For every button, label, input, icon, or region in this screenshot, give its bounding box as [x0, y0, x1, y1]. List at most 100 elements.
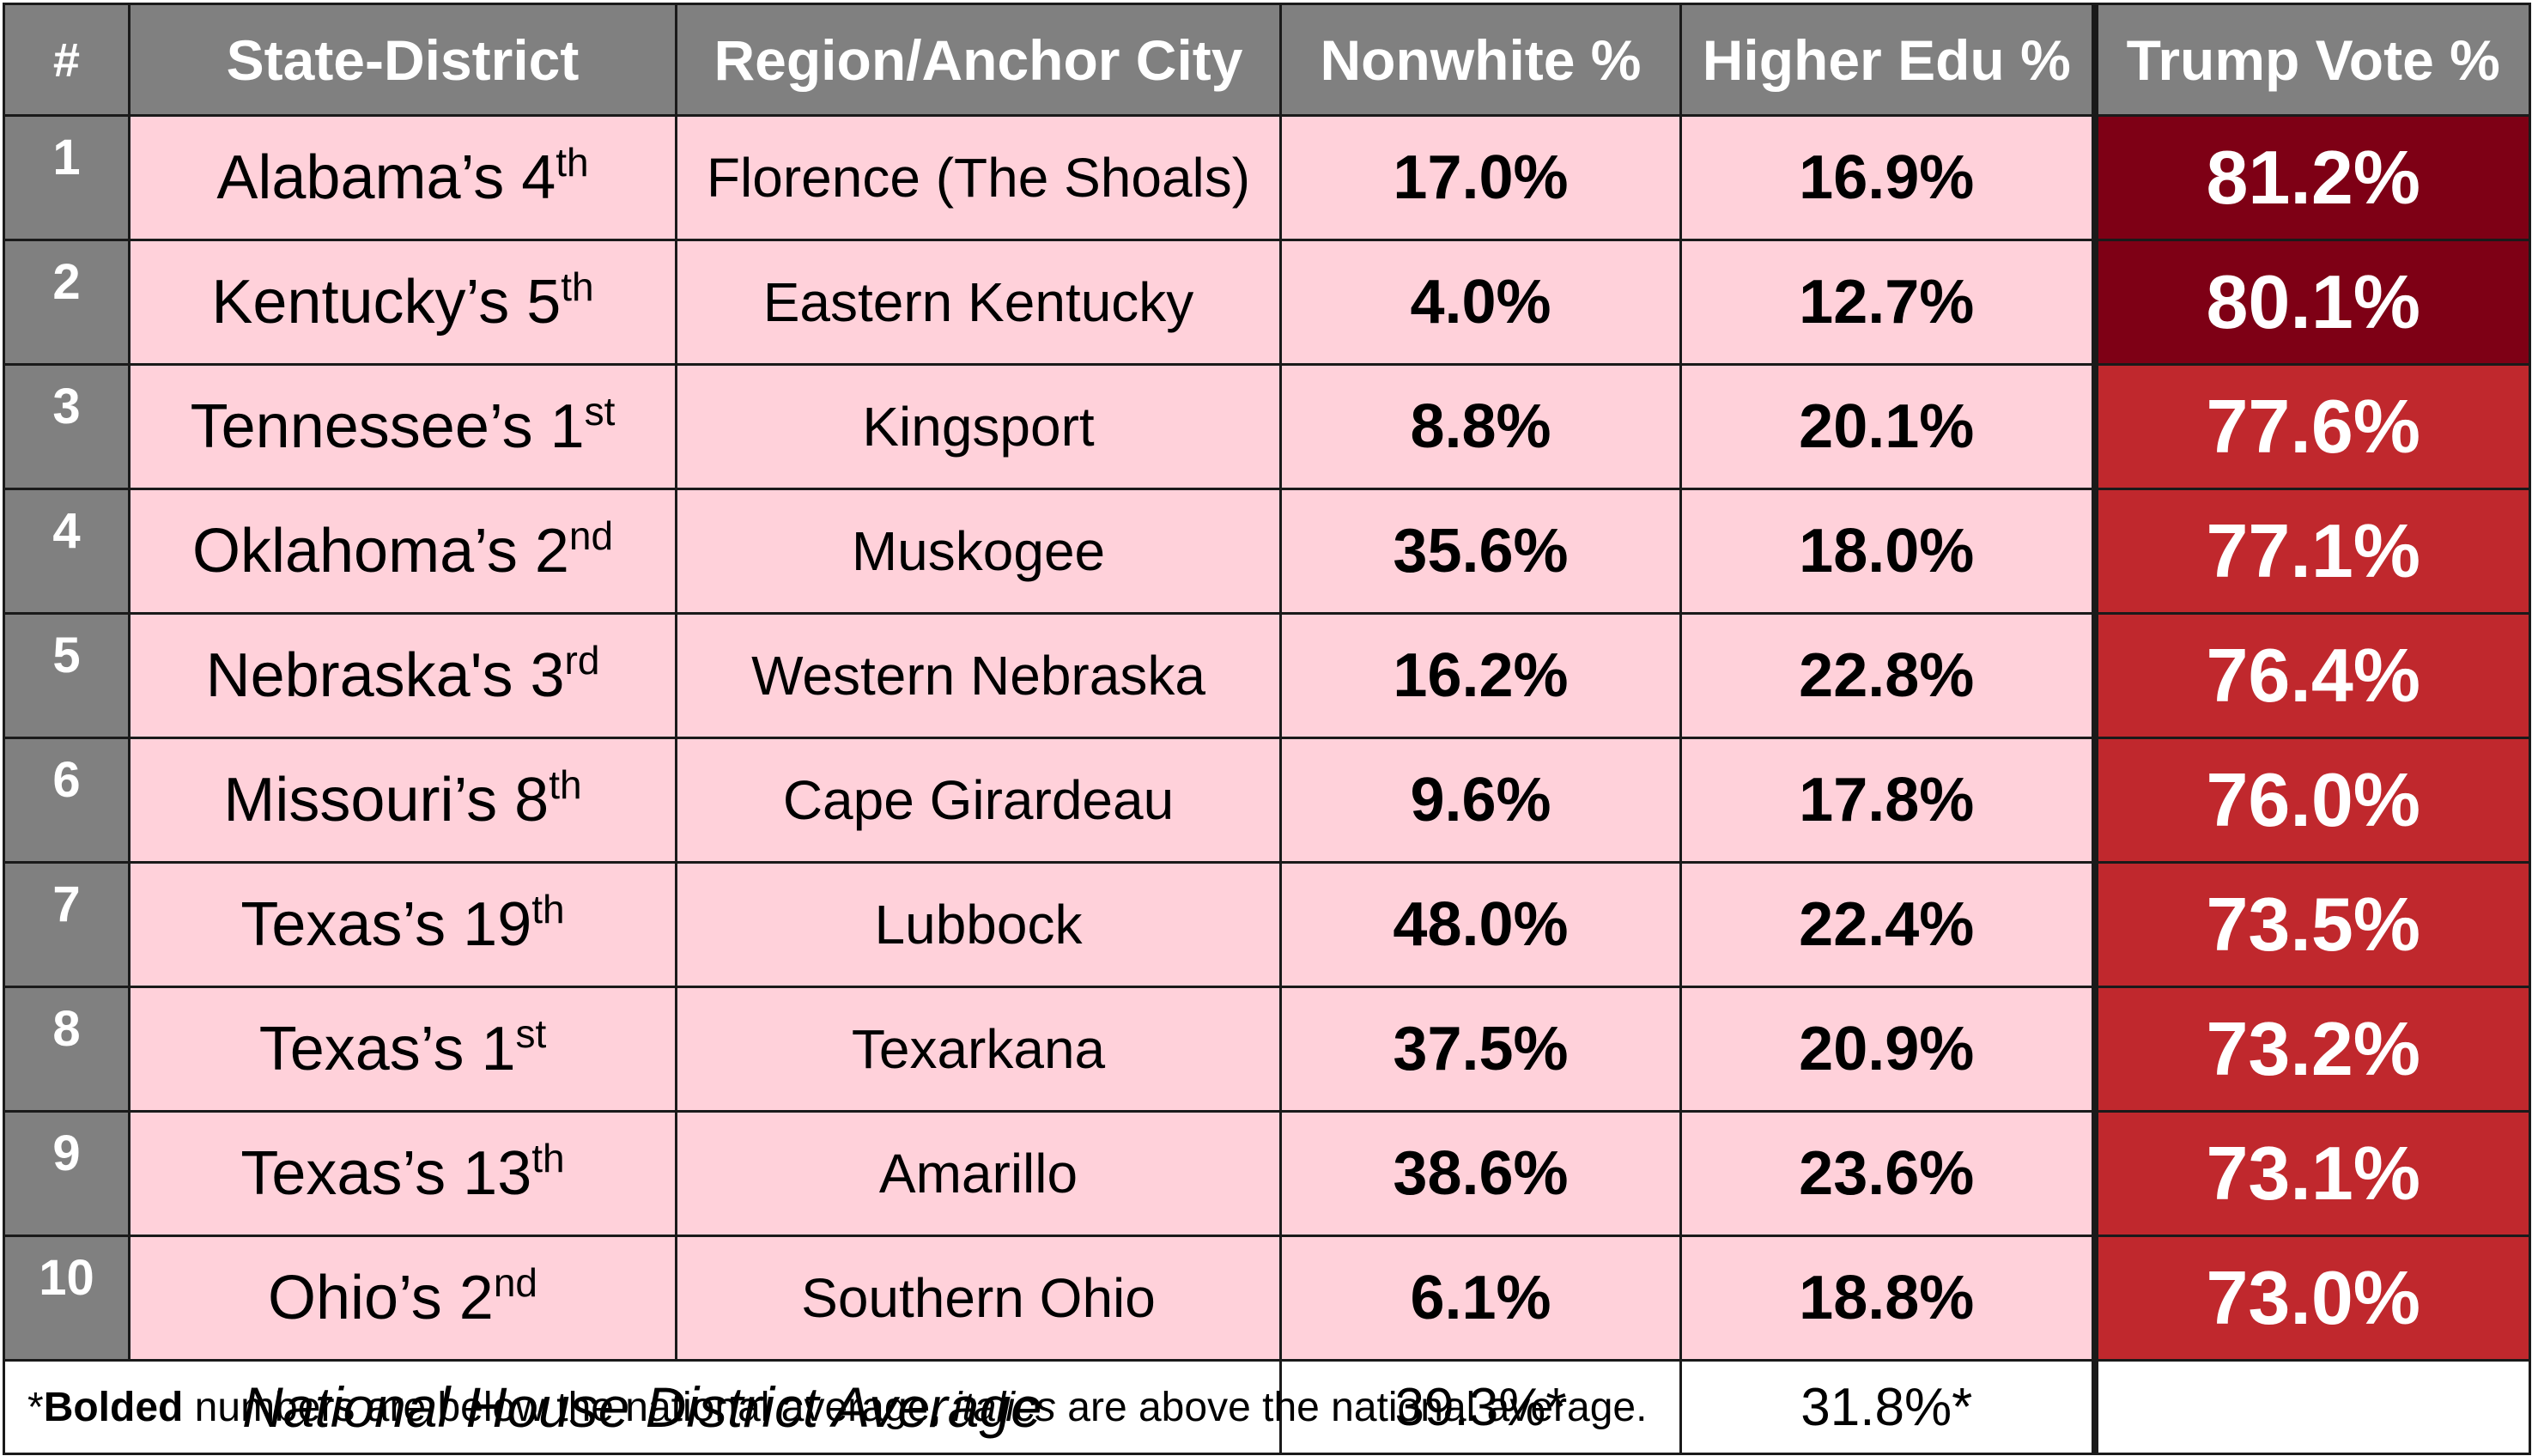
row-higher-edu-pct: 23.6%	[1679, 1110, 2096, 1237]
district-ordinal-suffix: th	[549, 762, 582, 807]
district-name: Tennessee’s 1	[190, 392, 585, 461]
table-row: 1 Alabama’s 4th Florence (The Shoals) 17.0%…	[3, 114, 2531, 241]
row-rank: 1	[3, 114, 131, 241]
row-rank: 7	[3, 861, 131, 988]
row-higher-edu-pct: 17.8%	[1679, 737, 2096, 864]
district-name: Texas’s 19	[240, 890, 532, 959]
national-average-nonwhite: 39.3%*	[1279, 1359, 1682, 1455]
row-rank: 10	[3, 1235, 131, 1362]
row-trump-vote-pct: 73.1%	[2091, 1110, 2531, 1237]
row-state-district: Texas’s 13th	[128, 1110, 677, 1237]
row-higher-edu-pct: 16.9%	[1679, 114, 2096, 241]
row-region: Florence (The Shoals)	[675, 114, 1282, 241]
row-trump-vote-pct: 80.1%	[2091, 239, 2531, 366]
row-region: Texarkana	[675, 986, 1282, 1113]
row-higher-edu-pct: 22.4%	[1679, 861, 2096, 988]
table-row: 7 Texas’s 19th Lubbock 48.0% 22.4% 73.5%	[3, 861, 2531, 988]
row-rank: 4	[3, 488, 131, 615]
row-nonwhite-pct: 6.1%	[1279, 1235, 1682, 1362]
row-state-district: Texas’s 19th	[128, 861, 677, 988]
row-rank: 5	[3, 612, 131, 739]
header-state-district: State-District	[128, 3, 677, 117]
row-rank: 6	[3, 737, 131, 864]
row-trump-vote-pct: 73.2%	[2091, 986, 2531, 1113]
row-region: Lubbock	[675, 861, 1282, 988]
table-row: 2 Kentucky’s 5th Eastern Kentucky 4.0% 12.7%…	[3, 239, 2531, 366]
header-higher-edu: Higher Edu %	[1679, 3, 2096, 117]
table-row: 9 Texas’s 13th Amarillo 38.6% 23.6% 73.1%	[3, 1110, 2531, 1237]
row-state-district: Kentucky’s 5th	[128, 239, 677, 366]
national-average-row: National House District Average 39.3%* 3…	[3, 1359, 2531, 1455]
footnote-text-2: are above the national average.	[1055, 1385, 1648, 1430]
row-nonwhite-pct: 17.0%	[1279, 114, 1682, 241]
header-region: Region/Anchor City	[675, 3, 1282, 117]
row-state-district: Missouri’s 8th	[128, 737, 677, 864]
row-higher-edu-pct: 22.8%	[1679, 612, 2096, 739]
table-row: 4 Oklahoma’s 2nd Muskogee 35.6% 18.0% 77.1%	[3, 488, 2531, 615]
row-higher-edu-pct: 20.9%	[1679, 986, 2096, 1113]
row-trump-vote-pct: 77.1%	[2091, 488, 2531, 615]
row-state-district: Tennessee’s 1st	[128, 363, 677, 490]
table-row: 5 Nebraska's 3rd Western Nebraska 16.2% 22.8…	[3, 612, 2531, 739]
table-row: 8 Texas’s 1st Texarkana 37.5% 20.9% 73.2%	[3, 986, 2531, 1113]
row-rank: 9	[3, 1110, 131, 1237]
header-row: # State-District Region/Anchor City Nonw…	[3, 3, 2531, 117]
header-nonwhite: Nonwhite %	[1279, 3, 1682, 117]
row-rank: 8	[3, 986, 131, 1113]
row-nonwhite-pct: 35.6%	[1279, 488, 1682, 615]
row-higher-edu-pct: 20.1%	[1679, 363, 2096, 490]
row-region: Amarillo	[675, 1110, 1282, 1237]
district-table-container: # State-District Region/Anchor City Nonw…	[3, 3, 2531, 1455]
row-state-district: Nebraska's 3rd	[128, 612, 677, 739]
table-body: 1 Alabama’s 4th Florence (The Shoals) 17.0%…	[3, 114, 2531, 1455]
national-average-trump-empty	[2091, 1359, 2531, 1455]
row-nonwhite-pct: 8.8%	[1279, 363, 1682, 490]
row-region: Eastern Kentucky	[675, 239, 1282, 366]
district-name: Texas’s 13	[240, 1139, 532, 1208]
row-state-district: Ohio’s 2nd	[128, 1235, 677, 1362]
row-trump-vote-pct: 76.4%	[2091, 612, 2531, 739]
footnote-italic-word: italics	[952, 1385, 1056, 1430]
district-ordinal-suffix: st	[584, 389, 616, 434]
district-ordinal-suffix: th	[561, 264, 594, 309]
footnote: *Bolded numbers are below the national a…	[27, 1384, 1647, 1431]
row-state-district: Oklahoma’s 2nd	[128, 488, 677, 615]
district-name: Missouri’s 8	[223, 766, 550, 834]
footnote-bold-word: Bolded	[43, 1385, 184, 1430]
district-ordinal-suffix: th	[556, 140, 589, 185]
row-higher-edu-pct: 18.0%	[1679, 488, 2096, 615]
row-nonwhite-pct: 9.6%	[1279, 737, 1682, 864]
table-row: 3 Tennessee’s 1st Kingsport 8.8% 20.1% 77.6%	[3, 363, 2531, 490]
district-name: Nebraska's 3	[205, 641, 565, 710]
row-region: Muskogee	[675, 488, 1282, 615]
district-ordinal-suffix: th	[531, 887, 565, 931]
footnote-text-1: numbers are below the national average,	[183, 1385, 953, 1430]
footnote-star: *	[27, 1385, 44, 1430]
district-name: Oklahoma’s 2	[191, 517, 569, 585]
district-table: # State-District Region/Anchor City Nonw…	[3, 3, 2531, 1455]
row-trump-vote-pct: 73.0%	[2091, 1235, 2531, 1362]
row-trump-vote-pct: 76.0%	[2091, 737, 2531, 864]
row-region: Southern Ohio	[675, 1235, 1282, 1362]
row-higher-edu-pct: 12.7%	[1679, 239, 2096, 366]
row-nonwhite-pct: 4.0%	[1279, 239, 1682, 366]
national-average-higher-edu: 31.8%*	[1679, 1359, 2096, 1455]
row-rank: 3	[3, 363, 131, 490]
row-region: Western Nebraska	[675, 612, 1282, 739]
row-nonwhite-pct: 48.0%	[1279, 861, 1682, 988]
district-ordinal-suffix: rd	[564, 638, 600, 682]
row-trump-vote-pct: 77.6%	[2091, 363, 2531, 490]
row-state-district: Alabama’s 4th	[128, 114, 677, 241]
row-rank: 2	[3, 239, 131, 366]
district-ordinal-suffix: st	[515, 1011, 547, 1056]
district-name: Alabama’s 4	[216, 143, 556, 212]
district-ordinal-suffix: nd	[493, 1260, 537, 1305]
header-rank: #	[3, 3, 131, 117]
row-state-district: Texas’s 1st	[128, 986, 677, 1113]
row-nonwhite-pct: 38.6%	[1279, 1110, 1682, 1237]
row-trump-vote-pct: 73.5%	[2091, 861, 2531, 988]
row-region: Kingsport	[675, 363, 1282, 490]
header-trump-vote: Trump Vote %	[2091, 3, 2531, 117]
row-nonwhite-pct: 16.2%	[1279, 612, 1682, 739]
district-ordinal-suffix: th	[531, 1136, 565, 1180]
